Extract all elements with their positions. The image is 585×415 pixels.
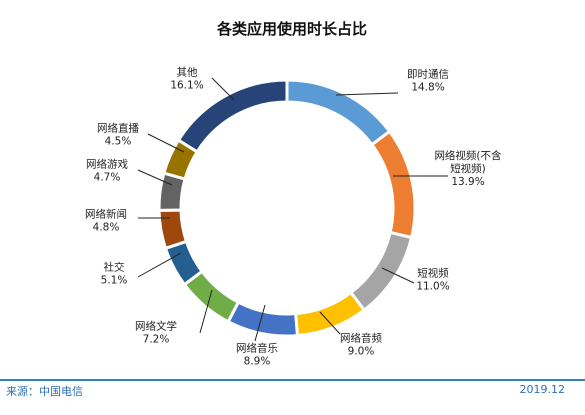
leader-line — [137, 252, 182, 278]
footer-date: 2019.12 — [519, 383, 566, 396]
donut-slice — [176, 78, 289, 154]
slice-value-label: 9.0% — [348, 346, 375, 358]
slice-value-label: 11.0% — [416, 281, 449, 293]
leader-line — [199, 289, 213, 334]
slice-name-label: 其他 — [177, 66, 198, 79]
leader-line — [381, 267, 415, 284]
slice-value-label: 7.2% — [143, 334, 170, 346]
slice-value-label: 14.8% — [411, 82, 444, 94]
slice-name-label: 网络游戏 — [86, 158, 128, 171]
slice-name-label: 网络视频(不含 — [434, 149, 502, 162]
leader-line — [335, 92, 399, 96]
leader-lines — [137, 77, 448, 342]
slice-value-label: 4.7% — [94, 172, 121, 184]
donut-slice — [369, 129, 417, 240]
footer-source: 来源：中国电信 — [6, 385, 83, 398]
donut-slice — [348, 230, 414, 313]
donut-slice — [294, 290, 367, 338]
slice-value-label: 8.9% — [244, 356, 271, 368]
donut-slice — [226, 300, 300, 338]
slice-name-label: 短视频 — [417, 267, 449, 280]
donut-slices — [157, 78, 417, 338]
slice-value-label: 4.8% — [93, 222, 120, 234]
leader-line — [254, 304, 266, 342]
leader-line — [319, 311, 341, 335]
slice-name-label: 网络新闻 — [85, 208, 127, 221]
slice-value-label: 5.1% — [101, 275, 128, 287]
slice-name-label: 网络直播 — [97, 122, 139, 135]
slice-value-label: 13.9% — [451, 176, 484, 188]
slice-value-label: 16.1% — [170, 80, 203, 92]
leader-line — [147, 133, 185, 153]
slice-name-label: 网络音频 — [340, 332, 382, 345]
slice-name-label: 即时通信 — [407, 69, 449, 81]
chart-title: 各类应用使用时长占比 — [216, 20, 367, 38]
donut-slice — [285, 78, 392, 147]
slice-name-label: 短视频) — [450, 162, 486, 175]
footer-divider — [0, 379, 585, 381]
donut-slice — [157, 208, 189, 251]
slice-name-label: 网络文学 — [135, 320, 177, 333]
slice-name-label: 网络音乐 — [236, 342, 278, 355]
leader-line — [137, 169, 173, 186]
leader-line — [211, 77, 235, 101]
slice-value-label: 4.5% — [105, 136, 132, 148]
footer: 来源：中国电信 2019.12 — [0, 379, 585, 415]
slice-name-label: 社交 — [104, 261, 125, 274]
